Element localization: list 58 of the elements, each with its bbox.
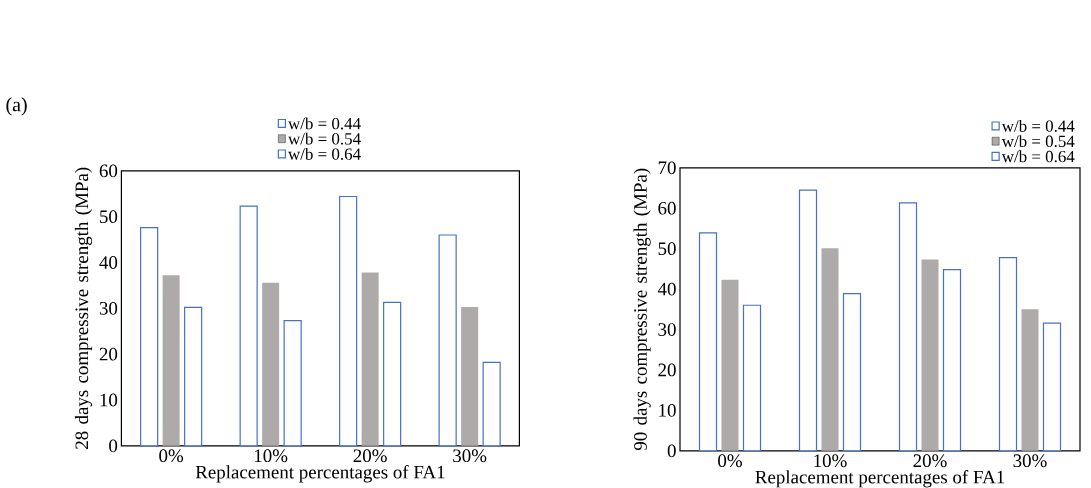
y-tick-label: 10 bbox=[659, 403, 676, 417]
bar bbox=[438, 234, 457, 447]
bar bbox=[698, 232, 718, 452]
bar bbox=[842, 292, 862, 452]
bar bbox=[184, 306, 203, 447]
bar bbox=[339, 195, 358, 447]
legend-label: w/b = 0.44 bbox=[1001, 119, 1075, 132]
y-tick-label: 40 bbox=[657, 282, 676, 296]
x-tick-label: 0% bbox=[718, 454, 742, 468]
bar bbox=[262, 282, 280, 446]
bar bbox=[942, 269, 962, 452]
y-tick-label: 70 bbox=[658, 161, 676, 175]
x-tick-label: 20% bbox=[353, 449, 387, 463]
bar bbox=[742, 304, 762, 452]
y-tick-label: 40 bbox=[99, 256, 118, 269]
text: (a) bbox=[6, 97, 27, 116]
bar bbox=[239, 205, 258, 447]
bar bbox=[162, 275, 180, 446]
y-tick-label: 50 bbox=[658, 242, 676, 256]
legend-label: w/b = 0.64 bbox=[1001, 150, 1075, 163]
y-tick-label: 20 bbox=[658, 363, 676, 377]
bar bbox=[482, 361, 501, 447]
x-tick-label: 0% bbox=[159, 449, 184, 463]
y-tick-label: 30 bbox=[99, 301, 118, 315]
y-tick-label: 60 bbox=[658, 201, 676, 215]
y-axis-title: 90 days compressive strength (MPa) bbox=[633, 168, 651, 451]
bar bbox=[721, 279, 739, 451]
x-tick-label: 30% bbox=[453, 449, 487, 463]
bar bbox=[921, 259, 939, 451]
x-tick-label: 10% bbox=[254, 449, 288, 463]
y-tick-label: 60 bbox=[99, 164, 118, 178]
bar bbox=[898, 202, 918, 452]
y-tick-label: 20 bbox=[99, 347, 118, 361]
bar bbox=[461, 306, 479, 446]
x-axis-title: Replacement percentages of FA1 bbox=[755, 469, 1005, 488]
x-tick-label: 10% bbox=[814, 454, 847, 468]
bar bbox=[821, 248, 839, 451]
legend-label: w/b = 0.64 bbox=[288, 147, 361, 160]
legend-label: w/b = 0.54 bbox=[288, 132, 361, 145]
x-axis-title: Replacement percentages of FA1 bbox=[195, 465, 445, 483]
bar bbox=[998, 256, 1018, 452]
y-tick-label: 50 bbox=[100, 210, 118, 224]
x-tick-label: 20% bbox=[913, 454, 947, 468]
bar bbox=[283, 320, 302, 447]
bar bbox=[1042, 322, 1062, 452]
bar bbox=[361, 272, 379, 446]
y-tick-label: 0 bbox=[109, 439, 118, 453]
bar bbox=[140, 227, 159, 447]
bar bbox=[798, 189, 818, 452]
legend-label: w/b = 0.44 bbox=[288, 117, 361, 130]
y-tick-label: 10 bbox=[100, 393, 118, 407]
bar bbox=[1021, 309, 1039, 451]
x-tick-label: 30% bbox=[1013, 454, 1047, 468]
bar bbox=[383, 301, 402, 447]
y-tick-label: 0 bbox=[667, 444, 676, 458]
legend-label: w/b = 0.54 bbox=[1001, 135, 1075, 148]
y-tick-label: 30 bbox=[658, 323, 676, 336]
y-axis-title: 28 days compressive strength (MPa) bbox=[74, 167, 93, 449]
